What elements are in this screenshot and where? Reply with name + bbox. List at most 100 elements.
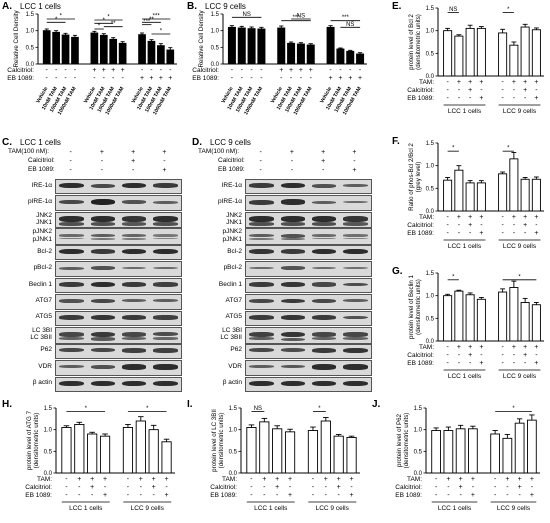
treatment-symbol: -: [153, 492, 156, 499]
blot-label: VDR: [38, 362, 52, 370]
bar: [296, 43, 305, 65]
treatment-symbol: -: [141, 67, 144, 74]
y-tick-label: 1.0: [229, 428, 238, 434]
treatment-symbol: +: [131, 158, 136, 165]
treatment-symbol: -: [447, 492, 450, 499]
blot-band: [153, 237, 178, 240]
chart-panel-b: B. LCC 9 cells 0.0 0.5 1.0 1.5 Relative Cell D…: [185, 0, 375, 116]
treatment-symbol: -: [513, 230, 516, 237]
treatment-symbol: +: [162, 167, 167, 174]
group-label: LCC 9 cells: [503, 243, 537, 250]
blot-band: [280, 314, 306, 320]
bar: [320, 420, 331, 474]
blot-strip: [55, 195, 182, 211]
blot-band: [90, 183, 116, 188]
treatment-symbol: -: [531, 484, 534, 491]
blot-band: [90, 222, 116, 226]
bar: [61, 427, 72, 474]
y-tick-label: 1.0: [426, 29, 435, 35]
blot-band: [249, 216, 274, 223]
blot-strip: [55, 310, 182, 327]
treatment-symbol: -: [127, 476, 130, 483]
treatment-symbol: -: [103, 75, 106, 82]
blot-band: [343, 222, 368, 226]
treatment-symbol: -: [458, 95, 461, 102]
bar: [498, 32, 508, 77]
treatment-label: TAM(100 nM):: [198, 148, 240, 155]
treatment-symbol: -: [260, 67, 263, 74]
bar: [246, 427, 257, 474]
bar: [443, 430, 454, 474]
group-label: LCC 1 cells: [438, 505, 472, 512]
y-tick-label: 1.0: [414, 428, 423, 434]
bar: [147, 40, 156, 65]
treatment-symbol: -: [501, 95, 504, 102]
treatment-symbol: -: [46, 67, 49, 74]
y-tick-label: 0.0: [229, 471, 238, 477]
treatment-symbol: -: [458, 222, 461, 229]
treatment-symbol: -: [140, 484, 143, 491]
blot-band: [280, 238, 306, 241]
blot-strip: [245, 343, 372, 360]
treatment-symbol: -: [513, 360, 516, 367]
treatment-symbol: -: [458, 87, 461, 94]
treatment-symbol: -: [150, 67, 153, 74]
blot-band: [280, 331, 306, 338]
treatment-symbol: +: [139, 476, 143, 483]
y-tick-label: 0.0: [426, 209, 435, 215]
chart-panel-g: G. 0.0 0.5 1.0 1.5 protein level of Beclin 1(…: [390, 265, 550, 393]
blot-band: [153, 337, 178, 340]
blot-strip: [245, 179, 372, 195]
y-axis-label: Relative Cell Density: [198, 10, 205, 68]
treatment-symbol: +: [168, 75, 172, 82]
bar: [71, 36, 79, 65]
treatment-symbol: -: [501, 360, 504, 367]
y-axis-label-line: protein level of Beclin 1: [408, 274, 415, 339]
blot-label: P62: [230, 346, 242, 354]
blot-band: [153, 266, 178, 270]
treatment-symbol: +: [523, 222, 527, 229]
treatment-symbol: -: [241, 67, 244, 74]
treatment-symbol: +: [512, 214, 516, 221]
blot-strip: [55, 360, 182, 376]
treatment-symbol: +: [321, 149, 326, 156]
bar: [498, 173, 508, 212]
treatment-symbol: +: [103, 476, 107, 483]
treatment-symbol: +: [140, 75, 144, 82]
blot-band: [249, 314, 274, 320]
chart-panel-f: F. 0.0 0.5 1.0 1.5 Ratio of phos-Bcl 2/Bcl 2(…: [390, 135, 550, 263]
bar: [455, 428, 466, 474]
treatment-symbol: +: [288, 492, 292, 499]
blot-band: [280, 348, 306, 353]
significance-label: **: [111, 21, 116, 27]
significance-label: *: [55, 17, 58, 23]
group-label: LCC 9 cells: [503, 373, 537, 380]
bar: [306, 44, 315, 65]
treatment-symbol: +: [279, 67, 283, 74]
chart-panel-h: H. 0.0 0.5 1.0 1.5 protein level of ATG 7 (den…: [0, 398, 185, 523]
group-label: LCC 9 cells: [316, 505, 350, 512]
blot-band: [90, 380, 116, 386]
bar: [346, 437, 357, 474]
y-tick-label: 1.5: [26, 12, 35, 18]
bar: [454, 35, 464, 77]
blot-label: pJNK1: [32, 235, 52, 243]
blot-label: LC 3BI: [32, 327, 52, 335]
y-tick-label: 1.5: [426, 271, 435, 277]
blot-band: [280, 199, 306, 205]
treatment-symbol: -: [312, 484, 315, 491]
panel-letter: I.: [187, 399, 193, 410]
treatment-symbol: -: [160, 67, 163, 74]
treatment-symbol: +: [152, 476, 156, 483]
treatment-label: EB 1089:: [395, 492, 422, 499]
treatment-symbol: -: [290, 158, 294, 165]
treatment-symbol: -: [513, 352, 516, 359]
blot-strip: [55, 376, 182, 392]
blot-label: pIRE-1α: [28, 198, 52, 206]
bar: [431, 430, 441, 474]
treatment-symbol: -: [480, 87, 483, 94]
treatment-symbol: +: [352, 149, 357, 156]
treatment-symbol: -: [290, 167, 294, 174]
significance-label: *: [512, 406, 515, 412]
blot-band: [153, 332, 178, 337]
